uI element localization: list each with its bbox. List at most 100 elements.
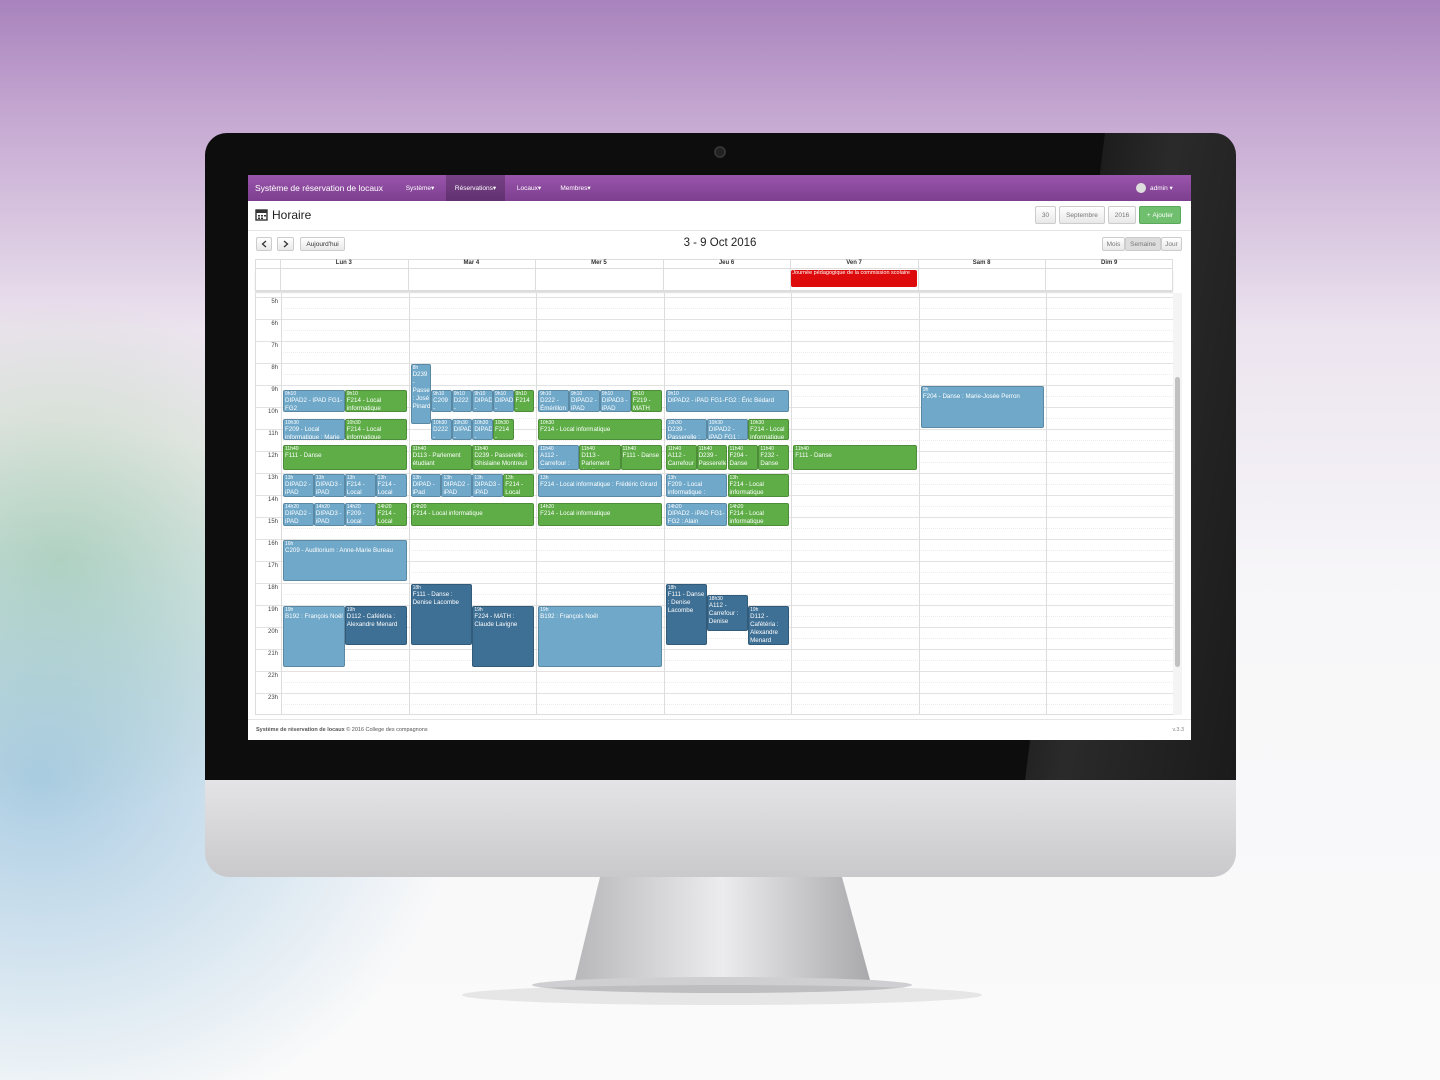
month-select[interactable]: Septembre xyxy=(1059,206,1105,224)
event[interactable]: 16h C209 - Auditorium : Anne-Marie Bureau xyxy=(283,540,407,581)
event[interactable]: 11h40 F232 - Danse xyxy=(758,444,790,470)
year-select[interactable]: 2016 xyxy=(1108,206,1136,224)
day-select[interactable]: 30 xyxy=(1035,206,1056,224)
event[interactable]: 11h40 D239 - Passerelle : Ghislaine Montr… xyxy=(472,444,535,470)
event[interactable]: 11h40 F111 - Danse xyxy=(620,444,662,470)
next-button[interactable] xyxy=(277,237,294,251)
hour-line xyxy=(256,671,1174,672)
scrollbar-thumb xyxy=(1175,377,1180,667)
day-header: Jeu 6 xyxy=(718,260,735,266)
event[interactable]: 11h40 A112 - Carrefour xyxy=(665,444,697,470)
event[interactable]: 13h F214 - Local informatique : Frédéric … xyxy=(538,474,662,498)
hour-line xyxy=(256,297,1174,298)
nav-menu-item[interactable]: Système ▾ xyxy=(405,184,435,193)
event[interactable]: 10h30 F214 - Local informatique xyxy=(748,419,790,440)
event-time: 10h30 xyxy=(474,420,489,426)
event-title: D239 - Passerelle : Auger xyxy=(667,426,701,440)
all-day-event[interactable]: Journée pédagogique de la commission sco… xyxy=(791,270,917,287)
event-time: 14h20 xyxy=(412,504,427,511)
event[interactable]: 11h40 F111 - Danse xyxy=(283,444,407,470)
event[interactable]: 18h F111 - Danse : Denise Lacombe xyxy=(410,584,473,645)
view-button[interactable]: Mois xyxy=(1102,237,1125,251)
event[interactable]: 18h30 A112 - Carrefour : Denise xyxy=(706,595,749,632)
half-hour-line xyxy=(281,528,1174,529)
event[interactable]: 9h F204 - Danse : Marie-Josée Perron xyxy=(920,386,1045,428)
event[interactable]: 10h30 F214 - Local informatique xyxy=(538,419,662,440)
event[interactable]: 9h10 F214 - Local informatique xyxy=(344,389,407,413)
event[interactable]: 9h10 F219 - MATH xyxy=(630,389,662,413)
hour-line xyxy=(256,693,1174,694)
event[interactable]: 19h D112 - Cafétéria : Alexandre Menard xyxy=(344,606,407,645)
event[interactable]: 9h10 DIPAD2 - iPAD FG1-FG2 : Éric Bédard xyxy=(665,389,790,413)
user-menu[interactable]: admin ▾ xyxy=(1150,185,1173,192)
event-time: 19h xyxy=(285,607,294,613)
event[interactable]: 10h30 F214 - Local informatique xyxy=(344,419,407,440)
prev-button[interactable] xyxy=(256,237,272,251)
event-time: 19h xyxy=(750,607,759,613)
event[interactable]: 19h D112 - Cafétéria : Alexandre Menard xyxy=(748,606,790,645)
brand[interactable]: Système de réservation de locaux xyxy=(255,183,384,193)
event[interactable]: 19h B192 : François Noël xyxy=(538,606,662,667)
event[interactable]: 19h B192 : François Noël xyxy=(283,606,345,667)
event[interactable]: 18h F111 - Danse : Denise Lacombe xyxy=(665,584,707,645)
nav-menu-item[interactable]: Réservations ▾ xyxy=(446,175,505,201)
event-title: F111 - Danse : Denise Lacombe xyxy=(667,591,705,614)
event-title: F224 - MATH : Claude Lavigne xyxy=(474,613,518,628)
event[interactable]: 11h40 F111 - Danse xyxy=(793,444,917,470)
event-title: DIPAD2 - iPAD FG1-FG2 : FG34,5 xyxy=(285,481,311,496)
nav-menu-item[interactable]: Membres ▾ xyxy=(560,184,591,193)
nav-menu-item[interactable]: Locaux ▾ xyxy=(516,184,542,193)
event[interactable]: 11h40 F204 - Danse xyxy=(727,444,759,470)
event[interactable]: 11h40 D239 - Passerelle xyxy=(696,444,728,470)
event[interactable]: 13h F214 - Local xyxy=(503,474,535,498)
event-time: 13h xyxy=(412,475,421,481)
event[interactable]: 19h F224 - MATH : Claude Lavigne xyxy=(472,606,535,667)
view-button[interactable]: Jour xyxy=(1161,237,1182,251)
event-title: D222 - Émérillon : Julie Auger xyxy=(540,396,566,412)
event[interactable]: 9h10 DIPAD2 - IPAD FG1-FG2 xyxy=(283,389,345,413)
today-button[interactable]: Aujourd'hui xyxy=(300,237,345,251)
view-button[interactable]: Semaine xyxy=(1125,237,1161,251)
add-button[interactable]: + Ajouter xyxy=(1139,206,1181,224)
event[interactable]: 14h20 DIPAD2 - iPAD FG1-FG2 : Alain xyxy=(665,503,728,526)
day-header: Mar 4 xyxy=(463,260,480,266)
event-time: 11h40 xyxy=(474,445,488,452)
event-title: B192 : François Noël xyxy=(540,613,598,620)
event-title: F214 - Local informatique xyxy=(346,426,382,440)
